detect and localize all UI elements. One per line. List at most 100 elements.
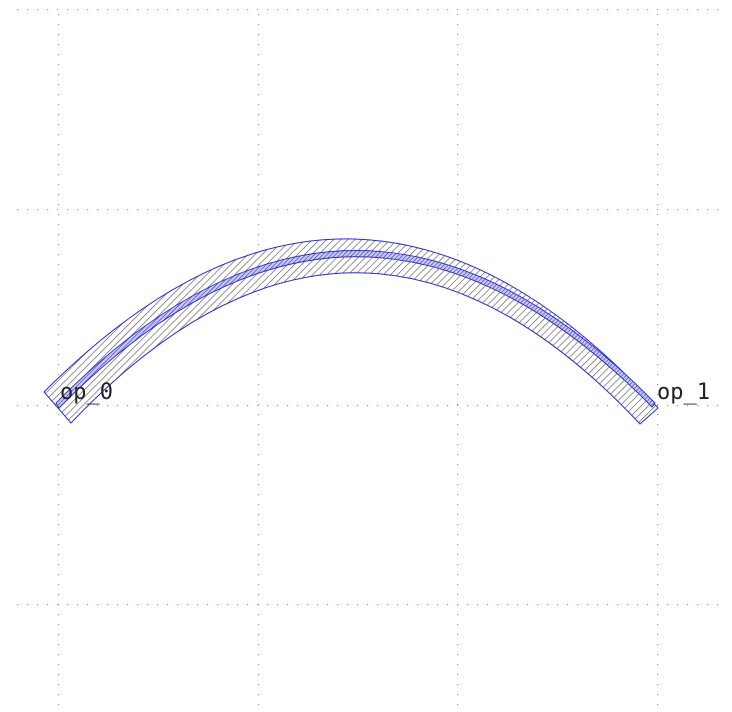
grid-dot [677,604,679,606]
grid-dot [317,405,319,407]
grid-dot [58,604,60,606]
grid-dot [707,209,709,211]
grid-dot [657,364,659,366]
grid-dot [487,209,489,211]
grid-dot [58,354,60,356]
grid-dot [457,394,459,396]
grid-dot [657,124,659,126]
grid-dot [697,9,699,11]
grid-dot [207,9,209,11]
grid-dot [597,405,599,407]
grid-dot [97,405,99,407]
grid-dot [58,244,60,246]
waveguide-bend [43,238,659,425]
grid-dot [58,444,60,446]
grid-dot [58,644,60,646]
grid-dot [317,9,319,11]
grid-dot [307,604,309,606]
grid-dot [27,604,29,606]
grid-dot [657,434,659,436]
grid-dot [227,604,229,606]
grid-dot [417,604,419,606]
grid-dot [58,704,60,706]
grid-dot [457,454,459,456]
grid-dot [258,554,260,556]
grid-dot [327,209,329,211]
grid-dot [457,364,459,366]
grid-dot [537,9,539,11]
grid-dot [258,454,260,456]
grid-dot [258,164,260,166]
grid-dot [667,405,669,407]
grid-dot [457,124,459,126]
grid-dot [457,184,459,186]
grid-dot [258,674,260,676]
grid-dot [58,594,60,596]
grid-dot [607,405,609,407]
grid-dot [87,604,89,606]
grid-dot [477,9,479,11]
waveguide-core [55,250,656,409]
grid-dot [457,514,459,516]
grid-dot [58,624,60,626]
grid-dot [258,134,260,136]
grid-dot [457,164,459,166]
grid-dot [487,9,489,11]
grid-dot [367,604,369,606]
grid-dot [47,405,49,407]
grid-dot [707,604,709,606]
grid-dot [507,9,509,11]
grid-dot [657,184,659,186]
grid-dot [457,9,459,11]
grid-dot [657,44,659,46]
grid-dot [457,224,459,226]
grid-dot [607,209,609,211]
grid-dot [657,454,659,456]
grid-dot [587,209,589,211]
grid-dot [258,614,260,616]
grid-dot [587,405,589,407]
grid-dot [58,164,60,166]
grid-dot [457,494,459,496]
grid-dot [507,405,509,407]
grid-dot [258,434,260,436]
grid-dot [457,324,459,326]
grid-dot [457,634,459,636]
grid-dot [387,604,389,606]
grid-dot [187,604,189,606]
grid-dot [467,405,469,407]
grid-dot [58,114,60,116]
grid-dot [327,604,329,606]
grid-dot [537,604,539,606]
grid-dot [258,324,260,326]
grid-dot [457,74,459,76]
grid-dot [657,14,659,16]
grid-dot [537,405,539,407]
grid-dot [357,209,359,211]
grid-dot [567,405,569,407]
grid-dot [58,674,60,676]
grid-dot [527,604,529,606]
grid-dot [217,405,219,407]
grid-dot [58,254,60,256]
grid-dot [258,184,260,186]
grid-dot [337,405,339,407]
grid-dot [197,405,199,407]
grid-dot [457,374,459,376]
grid-dot [58,144,60,146]
grid-dot [457,344,459,346]
grid-dot [377,405,379,407]
grid-dot [247,604,249,606]
grid-dot [627,9,629,11]
grid-dot [487,405,489,407]
grid-dot [657,474,659,476]
grid-dot [657,214,659,216]
grid-dot [258,634,260,636]
grid-dot [657,284,659,286]
grid-dot [657,534,659,536]
grid-dot [657,544,659,546]
grid-dot [457,154,459,156]
grid-dot [58,344,60,346]
grid-dot [657,464,659,466]
grid-dot [527,405,529,407]
